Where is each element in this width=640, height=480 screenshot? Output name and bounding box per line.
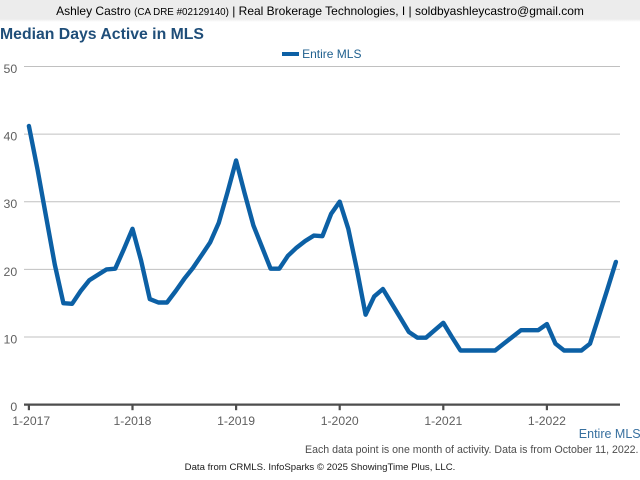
- svg-text:20: 20: [4, 265, 18, 279]
- svg-text:1-2018: 1-2018: [114, 414, 152, 428]
- svg-text:1-2019: 1-2019: [217, 414, 255, 428]
- svg-text:0: 0: [10, 400, 17, 414]
- svg-text:1-2017: 1-2017: [12, 414, 50, 428]
- svg-text:30: 30: [4, 197, 18, 211]
- svg-text:50: 50: [4, 62, 18, 76]
- svg-text:1-2021: 1-2021: [424, 414, 462, 428]
- svg-text:1-2020: 1-2020: [321, 414, 359, 428]
- svg-text:10: 10: [4, 333, 18, 347]
- svg-text:40: 40: [4, 130, 18, 144]
- svg-text:1-2022: 1-2022: [528, 414, 566, 428]
